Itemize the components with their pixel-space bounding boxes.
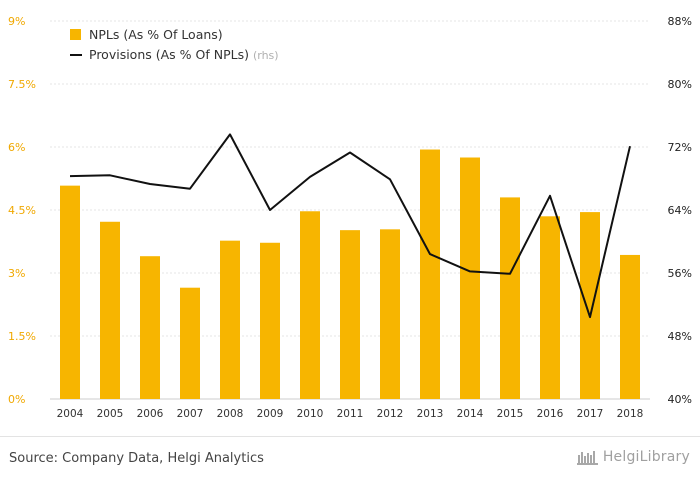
x-tick-label: 2012 xyxy=(377,408,404,420)
y-right-tick-label: 56% xyxy=(668,267,692,280)
x-axis: 2004 2005 2006 2007 2008 2009 2010 2011 2012 2013… xyxy=(57,408,644,420)
x-tick-label: 2009 xyxy=(257,408,284,420)
y-left-tick-label: 0% xyxy=(8,393,25,406)
npl-bar xyxy=(180,287,200,399)
legend-rhs-note: (rhs) xyxy=(253,49,279,62)
x-tick-label: 2005 xyxy=(97,408,124,420)
x-tick-label: 2014 xyxy=(457,408,484,420)
y-left-tick-label: 1.5% xyxy=(8,330,36,343)
library-icon xyxy=(576,451,598,465)
x-tick-label: 2016 xyxy=(537,408,564,420)
x-tick-label: 2013 xyxy=(417,408,444,420)
y-right-tick-label: 48% xyxy=(668,330,692,343)
x-tick-label: 2008 xyxy=(217,408,244,420)
x-tick-label: 2006 xyxy=(137,408,164,420)
y-axis-right: 40% 48% 56% 64% 72% 80% 88% xyxy=(668,15,692,406)
chart: 0% 1.5% 3% 4.5% 6% 7.5% 9% 40% 48% 56% 64% 72% 80% 8… xyxy=(8,15,692,420)
legend-label-npl: NPLs (As % Of Loans) xyxy=(89,27,223,42)
npl-bar xyxy=(60,185,80,399)
npl-bar xyxy=(540,216,560,399)
npl-bar xyxy=(300,211,320,399)
source-text: Source: Company Data, Helgi Analytics xyxy=(9,451,264,466)
y-right-tick-label: 80% xyxy=(668,78,692,91)
provisions-line xyxy=(69,133,631,319)
npl-bar xyxy=(580,212,600,399)
y-right-tick-label: 72% xyxy=(668,141,692,154)
y-left-tick-label: 4.5% xyxy=(8,204,36,217)
y-axis-left: 0% 1.5% 3% 4.5% 6% 7.5% 9% xyxy=(8,15,36,406)
x-tick-label: 2018 xyxy=(617,408,644,420)
legend-swatch-npl xyxy=(70,29,81,40)
x-tick-label: 2011 xyxy=(337,408,364,420)
x-tick-label: 2007 xyxy=(177,408,204,420)
x-tick-label: 2004 xyxy=(57,408,84,420)
y-right-tick-label: 40% xyxy=(668,393,692,406)
x-tick-label: 2015 xyxy=(497,408,524,420)
y-left-tick-label: 9% xyxy=(8,15,25,28)
y-left-tick-label: 3% xyxy=(8,267,25,280)
npl-bar xyxy=(460,157,480,399)
npl-bar xyxy=(500,197,520,399)
npl-bar xyxy=(100,221,120,399)
legend: NPLs (As % Of Loans) Provisions (As % Of… xyxy=(70,27,279,62)
legend-label-provisions-text: Provisions (As % Of NPLs) xyxy=(89,47,249,62)
npl-bar xyxy=(620,254,640,399)
legend-label-provisions: Provisions (As % Of NPLs) (rhs) xyxy=(89,47,279,62)
brand-logo[interactable]: HelgiLibrary xyxy=(576,449,690,465)
footer: Source: Company Data, Helgi Analytics He… xyxy=(0,436,700,484)
npl-bar xyxy=(140,256,160,399)
npl-bar xyxy=(220,240,240,399)
brand-text: HelgiLibrary xyxy=(602,449,690,465)
npl-bar xyxy=(260,242,280,399)
npl-bar xyxy=(340,230,360,399)
npl-bar xyxy=(420,149,440,399)
y-left-tick-label: 7.5% xyxy=(8,78,36,91)
x-tick-label: 2017 xyxy=(577,408,604,420)
npl-bar xyxy=(380,229,400,399)
npl-bars xyxy=(60,149,640,399)
y-right-tick-label: 88% xyxy=(668,15,692,28)
x-tick-label: 2010 xyxy=(297,408,324,420)
y-left-tick-label: 6% xyxy=(8,141,25,154)
y-right-tick-label: 64% xyxy=(668,204,692,217)
